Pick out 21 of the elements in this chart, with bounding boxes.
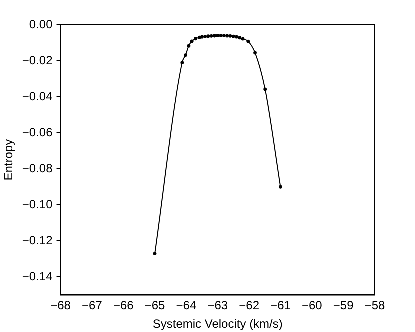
x-tick-label: −64 <box>176 298 197 313</box>
x-axis-title: Systemic Velocity (km/s) <box>152 317 283 332</box>
x-tick-label: −60 <box>302 298 323 313</box>
y-tick-label: −0.10 <box>22 197 54 212</box>
y-tick-label: −0.12 <box>22 233 54 248</box>
y-tick-label: 0.00 <box>29 17 54 32</box>
x-tick-label: −58 <box>364 298 386 313</box>
y-axis-title: Entropy <box>2 139 16 181</box>
x-tick-label: −66 <box>113 298 134 313</box>
y-tick-label: −0.14 <box>22 270 54 284</box>
x-tick-label: −61 <box>270 298 292 313</box>
y-tick-label: −0.06 <box>22 125 54 140</box>
y-tick-label: −0.02 <box>22 53 54 68</box>
x-tick-label: −67 <box>82 298 103 313</box>
x-tick-label: −63 <box>208 298 228 313</box>
x-tick-label: −62 <box>239 298 260 313</box>
y-tick-label: −0.04 <box>22 89 54 104</box>
x-tick-label: −68 <box>50 298 72 313</box>
x-tick-label: −59 <box>333 298 354 313</box>
x-tick-label: −65 <box>144 298 166 313</box>
y-tick-label: −0.08 <box>22 161 54 176</box>
